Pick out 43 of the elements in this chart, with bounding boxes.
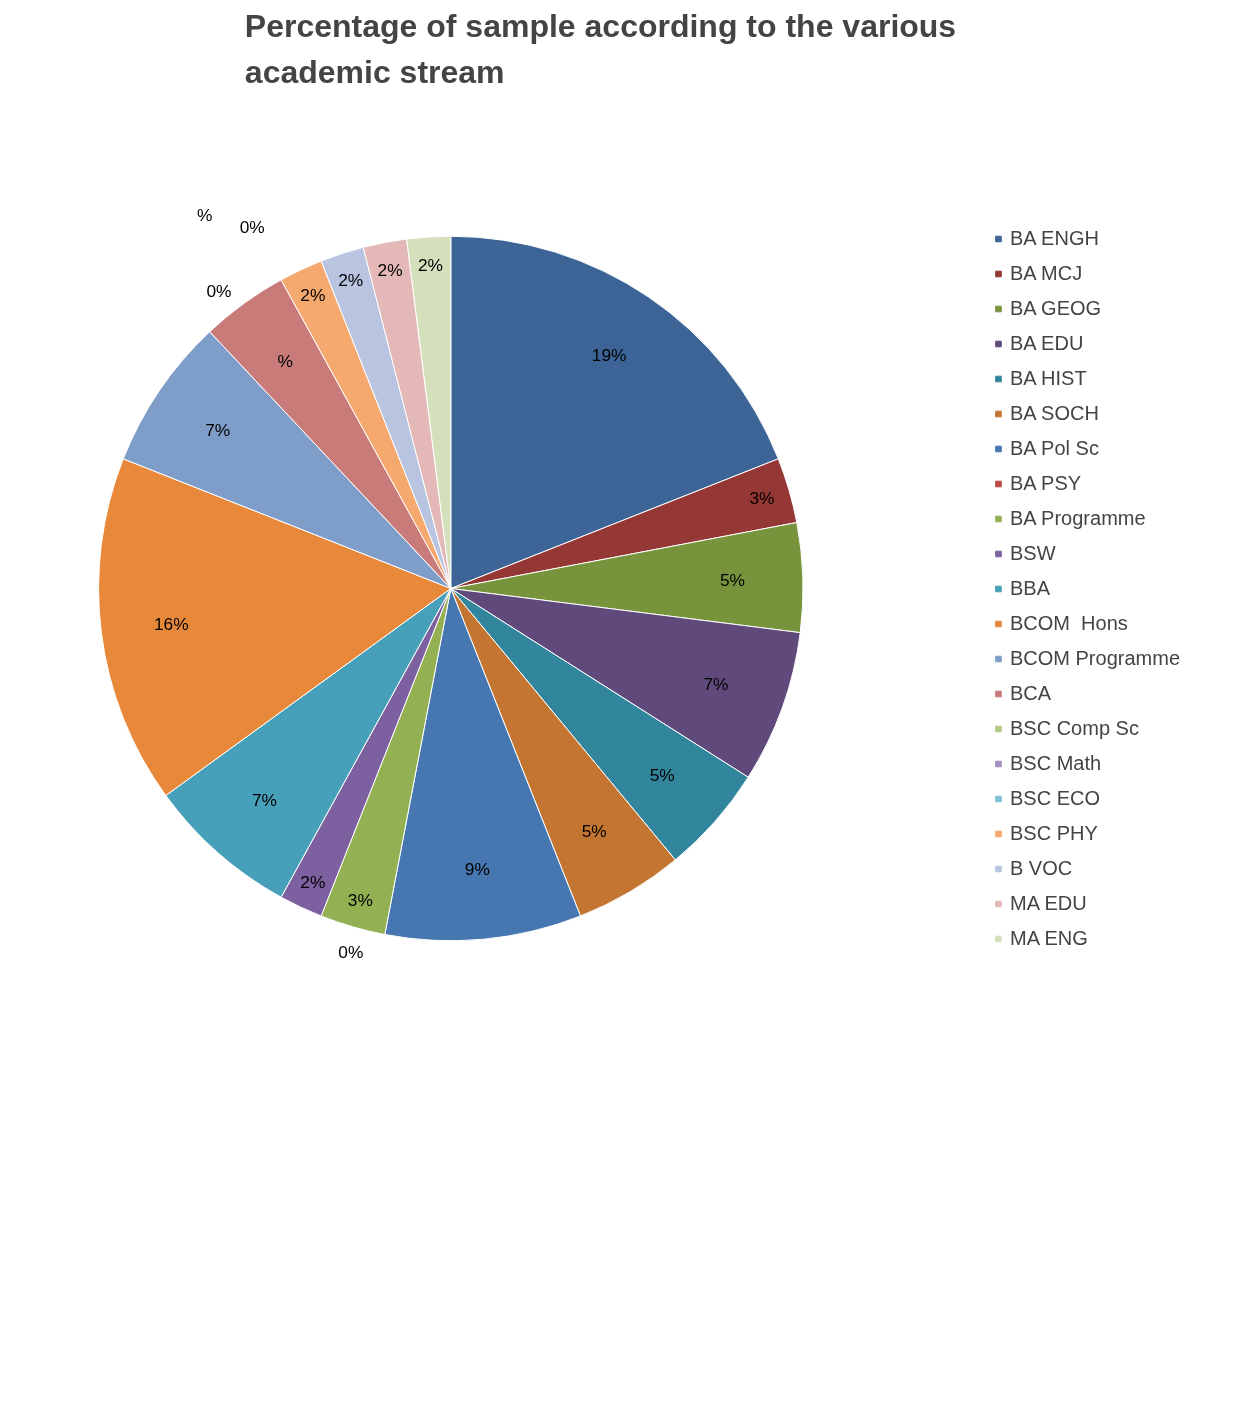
legend-label: BA GEOG xyxy=(1009,296,1102,320)
chart-title: Percentage of sample according to the various academic stream xyxy=(244,7,957,91)
data-label: 3% xyxy=(749,488,775,509)
data-label: 2% xyxy=(417,255,443,276)
data-label: 2% xyxy=(377,260,403,281)
data-label: 7% xyxy=(703,673,729,694)
data-label: 19% xyxy=(591,345,627,366)
legend-label: B VOC xyxy=(1009,856,1073,880)
legend-label: BA SOCH xyxy=(1009,401,1099,425)
data-label: 2% xyxy=(338,270,364,291)
text: 0% xyxy=(239,217,265,238)
legend-label: BSC PHY xyxy=(1009,821,1098,845)
data-label: 2% xyxy=(300,871,326,892)
text: % xyxy=(196,205,213,226)
text: 0% xyxy=(206,281,232,302)
legend-label: MA ENG xyxy=(1009,926,1088,950)
legend-label: BCOM Programme xyxy=(1009,646,1180,670)
data-label: 16% xyxy=(153,613,189,634)
data-label: 5% xyxy=(719,569,745,590)
legend-label: BA MCJ xyxy=(1009,261,1083,285)
legend-label: BCOM Hons xyxy=(1009,611,1128,635)
legend-label: BA EDU xyxy=(1009,331,1084,355)
legend-label: BSC ECO xyxy=(1009,786,1100,810)
data-label: % xyxy=(277,350,293,371)
legend-label: BA PSY xyxy=(1009,471,1082,495)
data-label: 2% xyxy=(300,285,326,306)
legend-label: BA Pol Sc xyxy=(1009,436,1099,460)
legend-label: BBA xyxy=(1009,576,1050,600)
data-label: 3% xyxy=(347,889,373,910)
legend-label: BA Programme xyxy=(1009,506,1146,530)
data-label: 5% xyxy=(581,820,607,841)
legend-label: MA EDU xyxy=(1009,891,1087,915)
data-label: 7% xyxy=(205,420,231,441)
legend-label: BCA xyxy=(1009,681,1052,705)
legend-label: BA HIST xyxy=(1009,366,1087,390)
text: 0% xyxy=(338,941,364,962)
legend-label: BSC Math xyxy=(1009,751,1102,775)
data-label: 9% xyxy=(464,858,490,879)
data-label: 5% xyxy=(649,764,675,785)
legend-label: BSW xyxy=(1009,541,1056,565)
legend-label: BA ENGH xyxy=(1009,226,1099,250)
legend-label: BSC Comp Sc xyxy=(1009,716,1139,740)
data-label: 7% xyxy=(251,789,277,810)
